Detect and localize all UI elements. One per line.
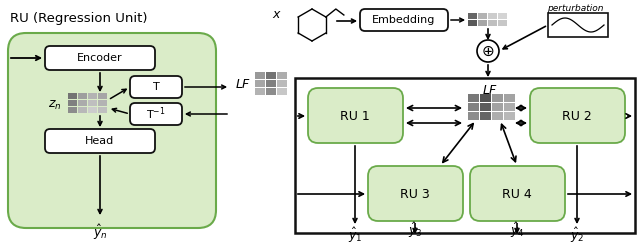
Bar <box>488 13 497 19</box>
Bar <box>492 94 503 102</box>
Text: $x$: $x$ <box>272 9 282 21</box>
Bar <box>266 88 276 95</box>
Bar <box>468 94 479 102</box>
Bar <box>492 112 503 120</box>
Bar <box>78 100 87 106</box>
FancyBboxPatch shape <box>130 76 182 98</box>
Text: $\oplus$: $\oplus$ <box>481 43 495 59</box>
Bar <box>255 88 265 95</box>
Bar <box>504 112 515 120</box>
Text: RU 1: RU 1 <box>340 110 370 122</box>
Bar <box>98 93 107 99</box>
Bar <box>68 93 77 99</box>
Text: RU 2: RU 2 <box>562 110 592 122</box>
Bar <box>68 100 77 106</box>
Bar <box>295 78 635 233</box>
Text: perturbation: perturbation <box>547 5 604 14</box>
Bar <box>478 20 487 26</box>
Text: $LF$: $LF$ <box>482 85 498 97</box>
Text: $z_n$: $z_n$ <box>48 98 61 112</box>
Bar <box>504 103 515 111</box>
Bar <box>88 100 97 106</box>
FancyBboxPatch shape <box>360 9 448 31</box>
Bar <box>266 72 276 79</box>
Bar <box>468 103 479 111</box>
FancyBboxPatch shape <box>8 33 216 228</box>
Text: $\hat{y}_n$: $\hat{y}_n$ <box>93 223 108 242</box>
FancyBboxPatch shape <box>530 88 625 143</box>
Bar <box>266 80 276 87</box>
Bar <box>88 107 97 113</box>
Bar <box>504 94 515 102</box>
Bar <box>277 88 287 95</box>
Text: RU (Regression Unit): RU (Regression Unit) <box>10 12 147 26</box>
Bar <box>492 103 503 111</box>
Bar <box>488 20 497 26</box>
FancyBboxPatch shape <box>45 129 155 153</box>
Bar <box>88 93 97 99</box>
Text: T$^{-1}$: T$^{-1}$ <box>146 106 166 122</box>
Bar <box>480 103 491 111</box>
Text: Head: Head <box>85 136 115 146</box>
Text: RU 3: RU 3 <box>400 188 430 200</box>
Circle shape <box>477 40 499 62</box>
Bar <box>255 80 265 87</box>
Bar <box>78 93 87 99</box>
Bar <box>498 13 507 19</box>
FancyBboxPatch shape <box>45 46 155 70</box>
Bar <box>498 20 507 26</box>
Text: $\hat{y}_3$: $\hat{y}_3$ <box>408 221 422 240</box>
Bar <box>68 107 77 113</box>
Bar <box>468 112 479 120</box>
Bar <box>98 107 107 113</box>
Text: $\hat{y}_2$: $\hat{y}_2$ <box>570 226 584 243</box>
Text: RU 4: RU 4 <box>502 188 532 200</box>
Bar <box>480 112 491 120</box>
Bar <box>277 80 287 87</box>
Text: Encoder: Encoder <box>77 53 123 63</box>
Bar <box>255 72 265 79</box>
FancyBboxPatch shape <box>308 88 403 143</box>
Bar <box>478 13 487 19</box>
Text: $LF$: $LF$ <box>235 78 252 92</box>
FancyBboxPatch shape <box>130 103 182 125</box>
Bar <box>468 20 477 26</box>
Bar <box>468 13 477 19</box>
Bar <box>480 94 491 102</box>
Text: T: T <box>152 82 159 92</box>
Bar <box>277 72 287 79</box>
FancyBboxPatch shape <box>368 166 463 221</box>
Bar <box>98 100 107 106</box>
Text: $\hat{y}_1$: $\hat{y}_1$ <box>348 226 362 243</box>
FancyBboxPatch shape <box>470 166 565 221</box>
Text: Embedding: Embedding <box>372 15 436 25</box>
Bar <box>78 107 87 113</box>
Bar <box>548 13 608 37</box>
Text: $\hat{y}_4$: $\hat{y}_4$ <box>509 221 524 240</box>
